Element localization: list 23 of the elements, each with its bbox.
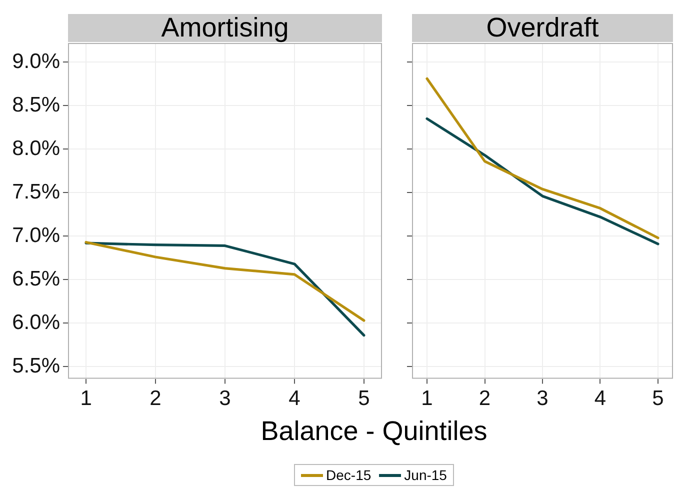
chart-title: Overdraft — [486, 12, 600, 42]
x-tick-label: 4 — [288, 387, 301, 410]
x-axis-title: Balance - Quintiles — [260, 416, 488, 447]
x-tick-label: 3 — [536, 387, 548, 410]
x-tick-label: 2 — [478, 387, 491, 410]
chart-title: Amortising — [161, 12, 289, 42]
y-tick-label: 6.5% — [12, 267, 60, 290]
y-tick-label: 6.0% — [12, 310, 60, 334]
y-tick-label: 7.0% — [12, 224, 60, 247]
y-tick-label: 8.0% — [12, 136, 60, 160]
x-tick-label: 5 — [652, 387, 664, 410]
y-tick-label: 8.5% — [12, 93, 60, 116]
legend-label: Dec-15 — [326, 467, 372, 483]
legend-label: Jun-15 — [404, 467, 447, 483]
x-tick-label: 3 — [219, 387, 231, 410]
x-tick-label: 5 — [358, 387, 370, 410]
y-tick-label: 5.5% — [12, 354, 60, 378]
y-tick-label: 7.5% — [12, 180, 60, 204]
x-tick-label: 4 — [594, 387, 606, 410]
y-tick-label: 9.0% — [12, 50, 60, 73]
x-tick-label: 2 — [150, 387, 162, 410]
x-tick-label: 1 — [421, 387, 433, 410]
x-tick-label: 1 — [80, 387, 92, 410]
